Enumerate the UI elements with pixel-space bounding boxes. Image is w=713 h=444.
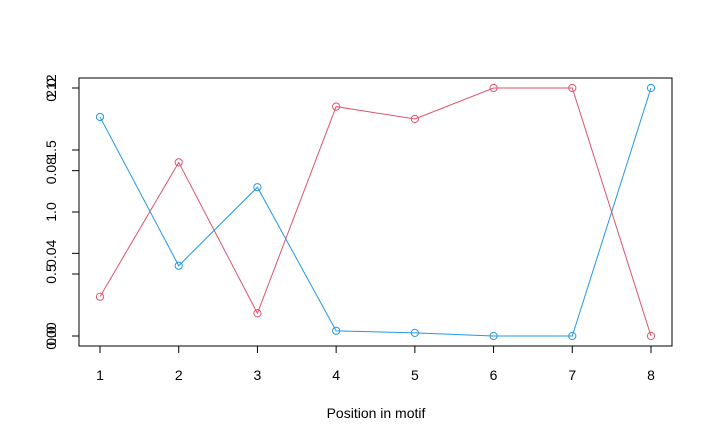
series-2-point <box>253 183 262 192</box>
overlaid-axis-b-tick-label: 0.5 <box>43 264 59 284</box>
plot-box <box>78 77 673 347</box>
series-1-point <box>332 102 341 111</box>
x-axis: 1 2 3 4 5 6 7 8 <box>96 345 655 383</box>
y-axes: 0.00 0.04 0.08 0.12 0.0 0.5 1.0 1.5 2.0 <box>43 74 80 350</box>
series-1-point <box>253 309 262 318</box>
overlaid-axis-b-tick-label: 1.5 <box>43 140 59 160</box>
overlaid-axis-b-tick-label: 1.0 <box>43 202 59 222</box>
x-tick-label: 3 <box>254 367 262 383</box>
series-2-point <box>646 83 656 93</box>
series-1-point <box>410 114 419 124</box>
series-2-point <box>489 331 498 341</box>
series-layer <box>95 83 656 341</box>
x-tick-label: 6 <box>490 367 498 383</box>
x-tick-label: 7 <box>568 367 576 383</box>
overlaid-axis-a-tick-label: 0.12 <box>43 74 59 101</box>
series-2-point <box>95 112 105 122</box>
series-1-point <box>489 83 498 93</box>
x-tick-label: 4 <box>332 367 340 383</box>
x-tick-label: 5 <box>411 367 419 383</box>
series-2-line <box>99 87 652 337</box>
series-1-point <box>95 292 105 301</box>
overlaid-axis-b-tick-label: 2.0 <box>43 78 59 98</box>
overlaid-axis-a-tick-label: 0.04 <box>43 239 59 266</box>
series-1-line <box>99 87 652 337</box>
x-tick-label: 8 <box>647 367 655 383</box>
x-tick-label: 1 <box>96 367 104 383</box>
x-tick-label: 2 <box>175 367 183 383</box>
overlaid-axis-b-tick-label: 0.0 <box>43 326 59 346</box>
x-axis-title: Position in motif <box>327 405 426 421</box>
overlaid-axis-a-tick-label: 0.00 <box>43 322 59 349</box>
overlaid-axis-a-tick-label: 0.08 <box>43 157 59 184</box>
series-2-point <box>410 328 419 337</box>
series-1-point <box>174 158 183 167</box>
series-1-point <box>646 331 656 341</box>
series-2-point <box>568 331 577 341</box>
series-1-point <box>568 83 577 93</box>
series-2-point <box>332 326 341 335</box>
series-2-point <box>174 261 183 270</box>
